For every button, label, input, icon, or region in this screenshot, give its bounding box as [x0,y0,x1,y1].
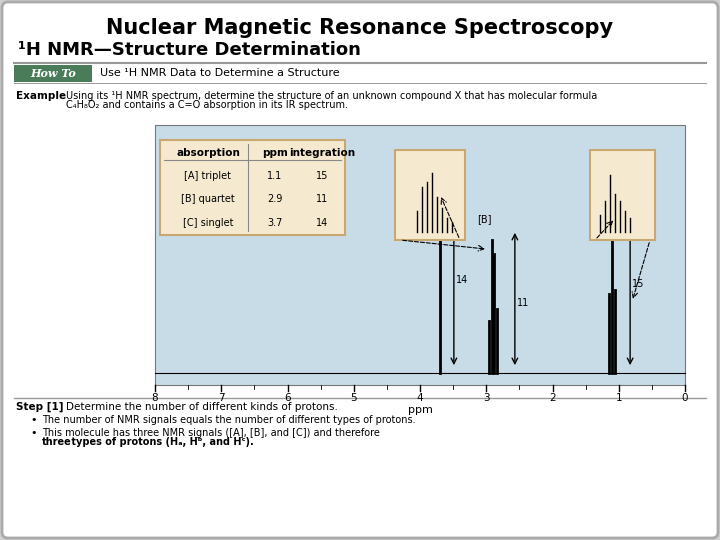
Text: 8: 8 [152,393,158,403]
Bar [590,150,655,240]
Text: Step [1]: Step [1] [16,402,63,412]
Text: The number of NMR signals equals the number of different types of protons.: The number of NMR signals equals the num… [42,415,415,425]
Text: 3: 3 [483,393,490,403]
Text: [B] quartet: [B] quartet [181,194,235,205]
Text: ppm: ppm [262,148,288,158]
Text: [C] singlet: [C] singlet [183,218,233,228]
Text: Example: Example [16,91,66,101]
Text: 14: 14 [316,218,328,228]
Text: 0: 0 [682,393,688,403]
Text: How To: How To [30,68,76,79]
Text: Use ¹H NMR Data to Determine a Structure: Use ¹H NMR Data to Determine a Structure [100,69,340,78]
Text: 6: 6 [284,393,291,403]
Text: 1.1: 1.1 [267,171,283,181]
Text: 15: 15 [632,279,644,289]
Bar [160,140,345,235]
Text: absorption: absorption [176,148,240,158]
Text: types of protons (Hₐ, Hᵇ, and Hᶜ).: types of protons (Hₐ, Hᵇ, and Hᶜ). [68,437,253,447]
Text: This molecule has three NMR signals ([A], [B], and [C]) and therefore: This molecule has three NMR signals ([A]… [42,428,383,438]
Text: 7: 7 [218,393,225,403]
Text: 14: 14 [456,274,468,285]
Bar [155,125,685,385]
Text: 11: 11 [316,194,328,205]
Text: •: • [30,428,37,438]
Bar [14,65,92,82]
Text: 4: 4 [417,393,423,403]
Text: Using its ¹H NMR spectrum, determine the structure of an unknown compound X that: Using its ¹H NMR spectrum, determine the… [66,91,598,101]
Text: Determine the number of different kinds of protons.: Determine the number of different kinds … [66,402,338,412]
Text: 11: 11 [517,299,529,308]
Text: three: three [42,437,72,447]
Text: ¹H NMR—Structure Determination: ¹H NMR—Structure Determination [18,41,361,59]
Text: [C]: [C] [424,170,438,180]
Text: integration: integration [289,148,355,158]
Text: [A]: [A] [596,186,611,195]
Text: C₄H₈O₂ and contains a C=O absorption in its IR spectrum.: C₄H₈O₂ and contains a C=O absorption in … [66,100,348,110]
Text: Nuclear Magnetic Resonance Spectroscopy: Nuclear Magnetic Resonance Spectroscopy [107,18,613,38]
Text: 1: 1 [616,393,622,403]
Text: 15: 15 [316,171,328,181]
Text: [B]: [B] [477,214,491,224]
Text: 2: 2 [549,393,556,403]
Text: 2.9: 2.9 [267,194,283,205]
Text: ppm: ppm [408,405,433,415]
Text: [A] triplet: [A] triplet [184,171,232,181]
Text: 3.7: 3.7 [267,218,283,228]
Text: 5: 5 [351,393,357,403]
Text: •: • [30,415,37,425]
Bar [395,150,465,240]
